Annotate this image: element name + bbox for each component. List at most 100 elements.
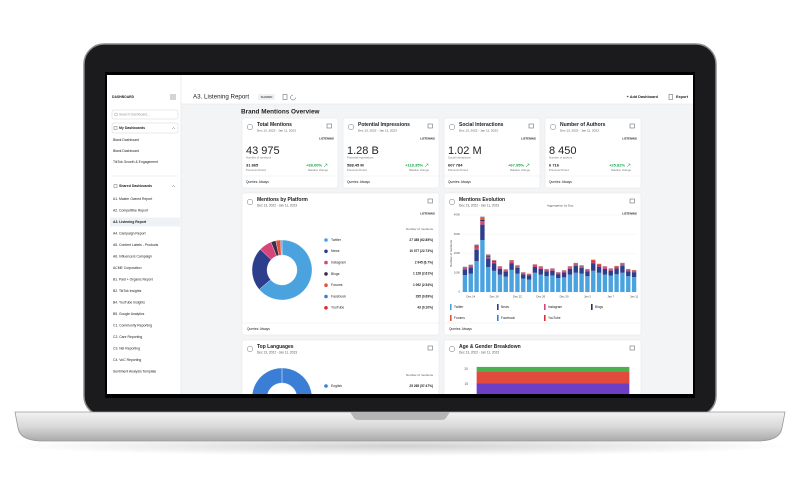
bar-segment [538, 267, 543, 269]
card-export-icon[interactable] [629, 123, 635, 129]
dashboard-link[interactable]: ACME Corporation [113, 266, 142, 270]
bar-segment [509, 260, 514, 262]
group-title[interactable]: Shared Dashboards [119, 184, 152, 188]
card-export-icon[interactable] [427, 123, 433, 129]
bar-segment [631, 270, 637, 271]
x-tick-label: Jan 11 [630, 295, 639, 299]
kpi-caption: Potential impressions [347, 156, 374, 160]
bar-segment [480, 221, 485, 225]
x-tick-label: Jan 7 [607, 295, 614, 299]
legend-swatch [544, 315, 546, 321]
page-title: A3. Listening Report [193, 94, 249, 101]
kpi-date: Dec 13, 2022 - Jan 11, 2023 [257, 128, 296, 132]
legend-swatch [450, 315, 452, 321]
dashboard-link[interactable]: Blank Dashboard [113, 149, 139, 153]
dashboard-link[interactable]: TikTok Growth & Engagement [113, 160, 158, 164]
dashboard-link[interactable]: A6. Influencers Campaign [113, 254, 152, 258]
y-tick-label: 3000 [454, 232, 461, 236]
dashboard-link[interactable]: B4. YouTube Insights [113, 300, 145, 304]
kpi-caption: Previous Period [549, 168, 569, 172]
card-export-icon[interactable] [528, 123, 534, 129]
bar-segment [521, 274, 526, 279]
export-icon [668, 94, 673, 100]
dashboard-link[interactable]: B2. TikTok Insights [113, 289, 142, 293]
bar-segment [497, 274, 503, 292]
bar-segment [602, 268, 608, 275]
dashboard-link[interactable]: Blank Dashboard [113, 138, 139, 142]
value-label: 1 092 (2.54%) [413, 283, 433, 287]
bar-segment [614, 274, 619, 292]
search-box[interactable] [111, 109, 179, 120]
dashboard-link[interactable]: C3. Nel Reporting [113, 346, 140, 350]
dashboard-link[interactable]: C4. VoC Reporting [113, 358, 141, 362]
group-title[interactable]: My Dashboards [119, 126, 145, 130]
queries-note: Queries: Always [247, 327, 270, 331]
bar-segment [468, 273, 473, 292]
kpi-previous: 588.45 M [347, 163, 364, 168]
bar-segment [620, 272, 625, 292]
card-icon [448, 345, 456, 353]
dashboard-link[interactable]: A5. Content Labels - Products [113, 243, 159, 247]
queries-note: Queries: Always [246, 180, 269, 184]
kpi-caption: Relative change [510, 168, 531, 172]
card-export-icon[interactable] [326, 123, 332, 129]
legend-dot [324, 260, 328, 265]
dashboard-link[interactable]: A2. Competitive Report [113, 208, 148, 212]
card-export-icon[interactable] [629, 345, 635, 351]
queries-note: Queries: Always [449, 327, 472, 331]
dashboard-link[interactable]: Sentiment Analysis Template [113, 369, 156, 373]
kpi-value: 8 450 [549, 145, 577, 157]
bar-segment [573, 263, 578, 265]
export-button[interactable]: Export [676, 95, 689, 99]
dashboard-link[interactable]: B5. Google Analytics [113, 312, 145, 316]
bar-segment [567, 274, 573, 292]
bar-segment [486, 266, 491, 292]
dashboard-link[interactable]: C1. Community Reporting [113, 323, 152, 327]
screen: DASHBOARD Search Dashboard... My Dashboard… [107, 75, 693, 394]
bar-segment [491, 261, 497, 264]
bar-segment [480, 224, 485, 241]
bar-segment [503, 271, 508, 277]
add-dashboard-button[interactable]: + Add Dashboard [627, 95, 659, 99]
card-export-icon[interactable] [427, 198, 433, 204]
card-export-icon[interactable] [427, 345, 433, 351]
bar-segment [486, 258, 491, 267]
value-label: 10 077 (22.73%) [409, 249, 433, 253]
x-tick-label: Dec 22 [513, 295, 522, 299]
bar-segment [620, 266, 625, 273]
legend-label: YouTube [331, 306, 344, 310]
bar-segment [503, 276, 508, 292]
dashboard-link[interactable]: A3. Listening Report [113, 220, 147, 224]
search-placeholder: Search Dashboard... [119, 113, 150, 117]
collapse-icon[interactable] [170, 94, 176, 100]
card-icon [246, 345, 254, 353]
bar-segment [556, 278, 561, 292]
bar-segment [486, 254, 491, 257]
y-tick-label: 15 [464, 382, 468, 386]
value-label: 2 945 (6.7%) [415, 260, 433, 264]
refresh-icon[interactable] [290, 94, 296, 101]
legend-label: English [331, 384, 342, 388]
dashboard-link[interactable]: B1. Paid + Organic Report [113, 277, 153, 281]
bar-segment [608, 269, 613, 271]
copy-icon[interactable] [282, 94, 288, 100]
legend-label: News [501, 305, 509, 309]
value-label: 43 (0.10%) [417, 306, 433, 310]
bar-segment [550, 269, 555, 271]
kpi-title: Total Mentions [257, 122, 292, 128]
bar-segment [521, 278, 526, 292]
kpi-value: 1.28 B [347, 145, 379, 157]
dashboard-link[interactable]: C2. Care Reporting [113, 335, 142, 339]
dashboard-link[interactable]: A1. Master Owned Report [113, 197, 152, 201]
bar-segment [486, 256, 491, 257]
kpi-change: +118.35% [405, 163, 423, 168]
legend-dot [324, 283, 328, 288]
dashboard-link[interactable]: A4. Campaign Report [113, 231, 146, 235]
legend-label: News [331, 249, 340, 253]
trend-arrow [323, 163, 328, 168]
bar-segment [538, 266, 543, 268]
bar-segment [585, 270, 590, 272]
bar-segment [491, 260, 497, 262]
card-export-icon[interactable] [629, 198, 635, 204]
bar-segment [476, 372, 630, 384]
